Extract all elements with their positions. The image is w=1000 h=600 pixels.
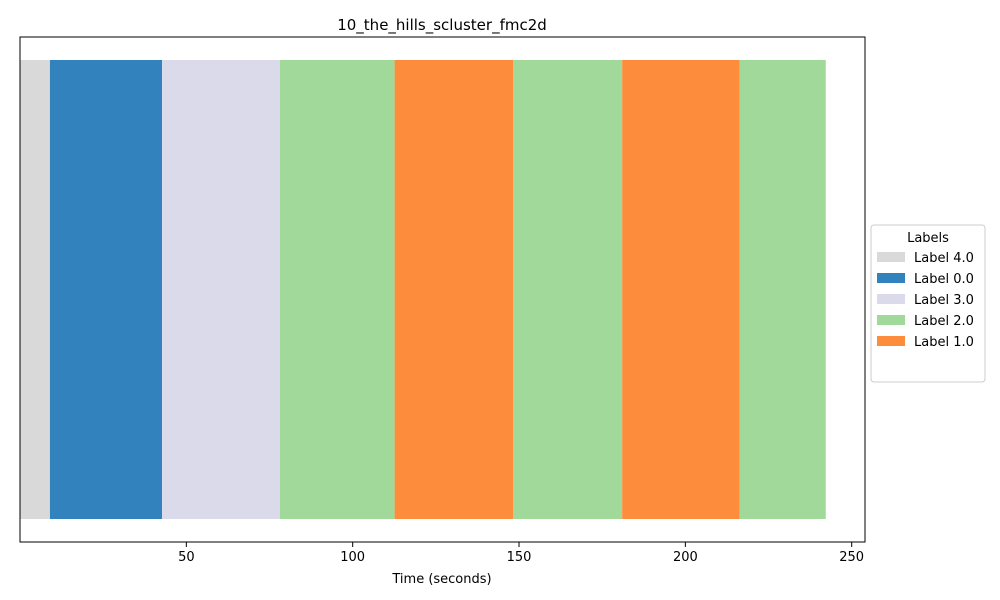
x-tick-label-1: 100 — [340, 550, 365, 565]
legend-label-3: Label 2.0 — [914, 314, 974, 329]
legend-swatch-0 — [877, 252, 905, 262]
legend-swatch-1 — [877, 273, 905, 283]
plot-frame — [19, 36, 866, 543]
segment-5 — [513, 60, 623, 519]
x-axis-ticks: 50 100 150 200 250 — [178, 542, 864, 565]
legend-label-4: Label 1.0 — [914, 335, 974, 350]
legend-label-2: Label 3.0 — [914, 293, 974, 308]
x-tick-label-0: 50 — [178, 550, 195, 565]
legend-label-0: Label 4.0 — [914, 251, 974, 266]
segment-1 — [49, 60, 163, 519]
legend-swatch-3 — [877, 315, 905, 325]
x-axis-label: Time (seconds) — [391, 572, 491, 587]
segment-2 — [162, 60, 280, 519]
segment-6 — [622, 60, 740, 519]
x-tick-label-3: 200 — [673, 550, 698, 565]
segment-7 — [739, 60, 826, 519]
legend-swatch-2 — [877, 294, 905, 304]
segment-3 — [279, 60, 395, 519]
segments-group — [20, 60, 826, 519]
legend-title: Labels — [907, 231, 949, 246]
legend-swatch-4 — [877, 336, 905, 346]
segment-4 — [394, 60, 514, 519]
x-tick-label-2: 150 — [507, 550, 532, 565]
segment-0 — [20, 60, 50, 519]
x-tick-label-4: 250 — [839, 550, 864, 565]
chart-title: 10_the_hills_scluster_fmc2d — [337, 16, 547, 35]
legend-label-1: Label 0.0 — [914, 272, 974, 287]
legend-entries: Label 4.0 Label 0.0 Label 3.0 Label 2.0 Labe… — [877, 251, 974, 350]
